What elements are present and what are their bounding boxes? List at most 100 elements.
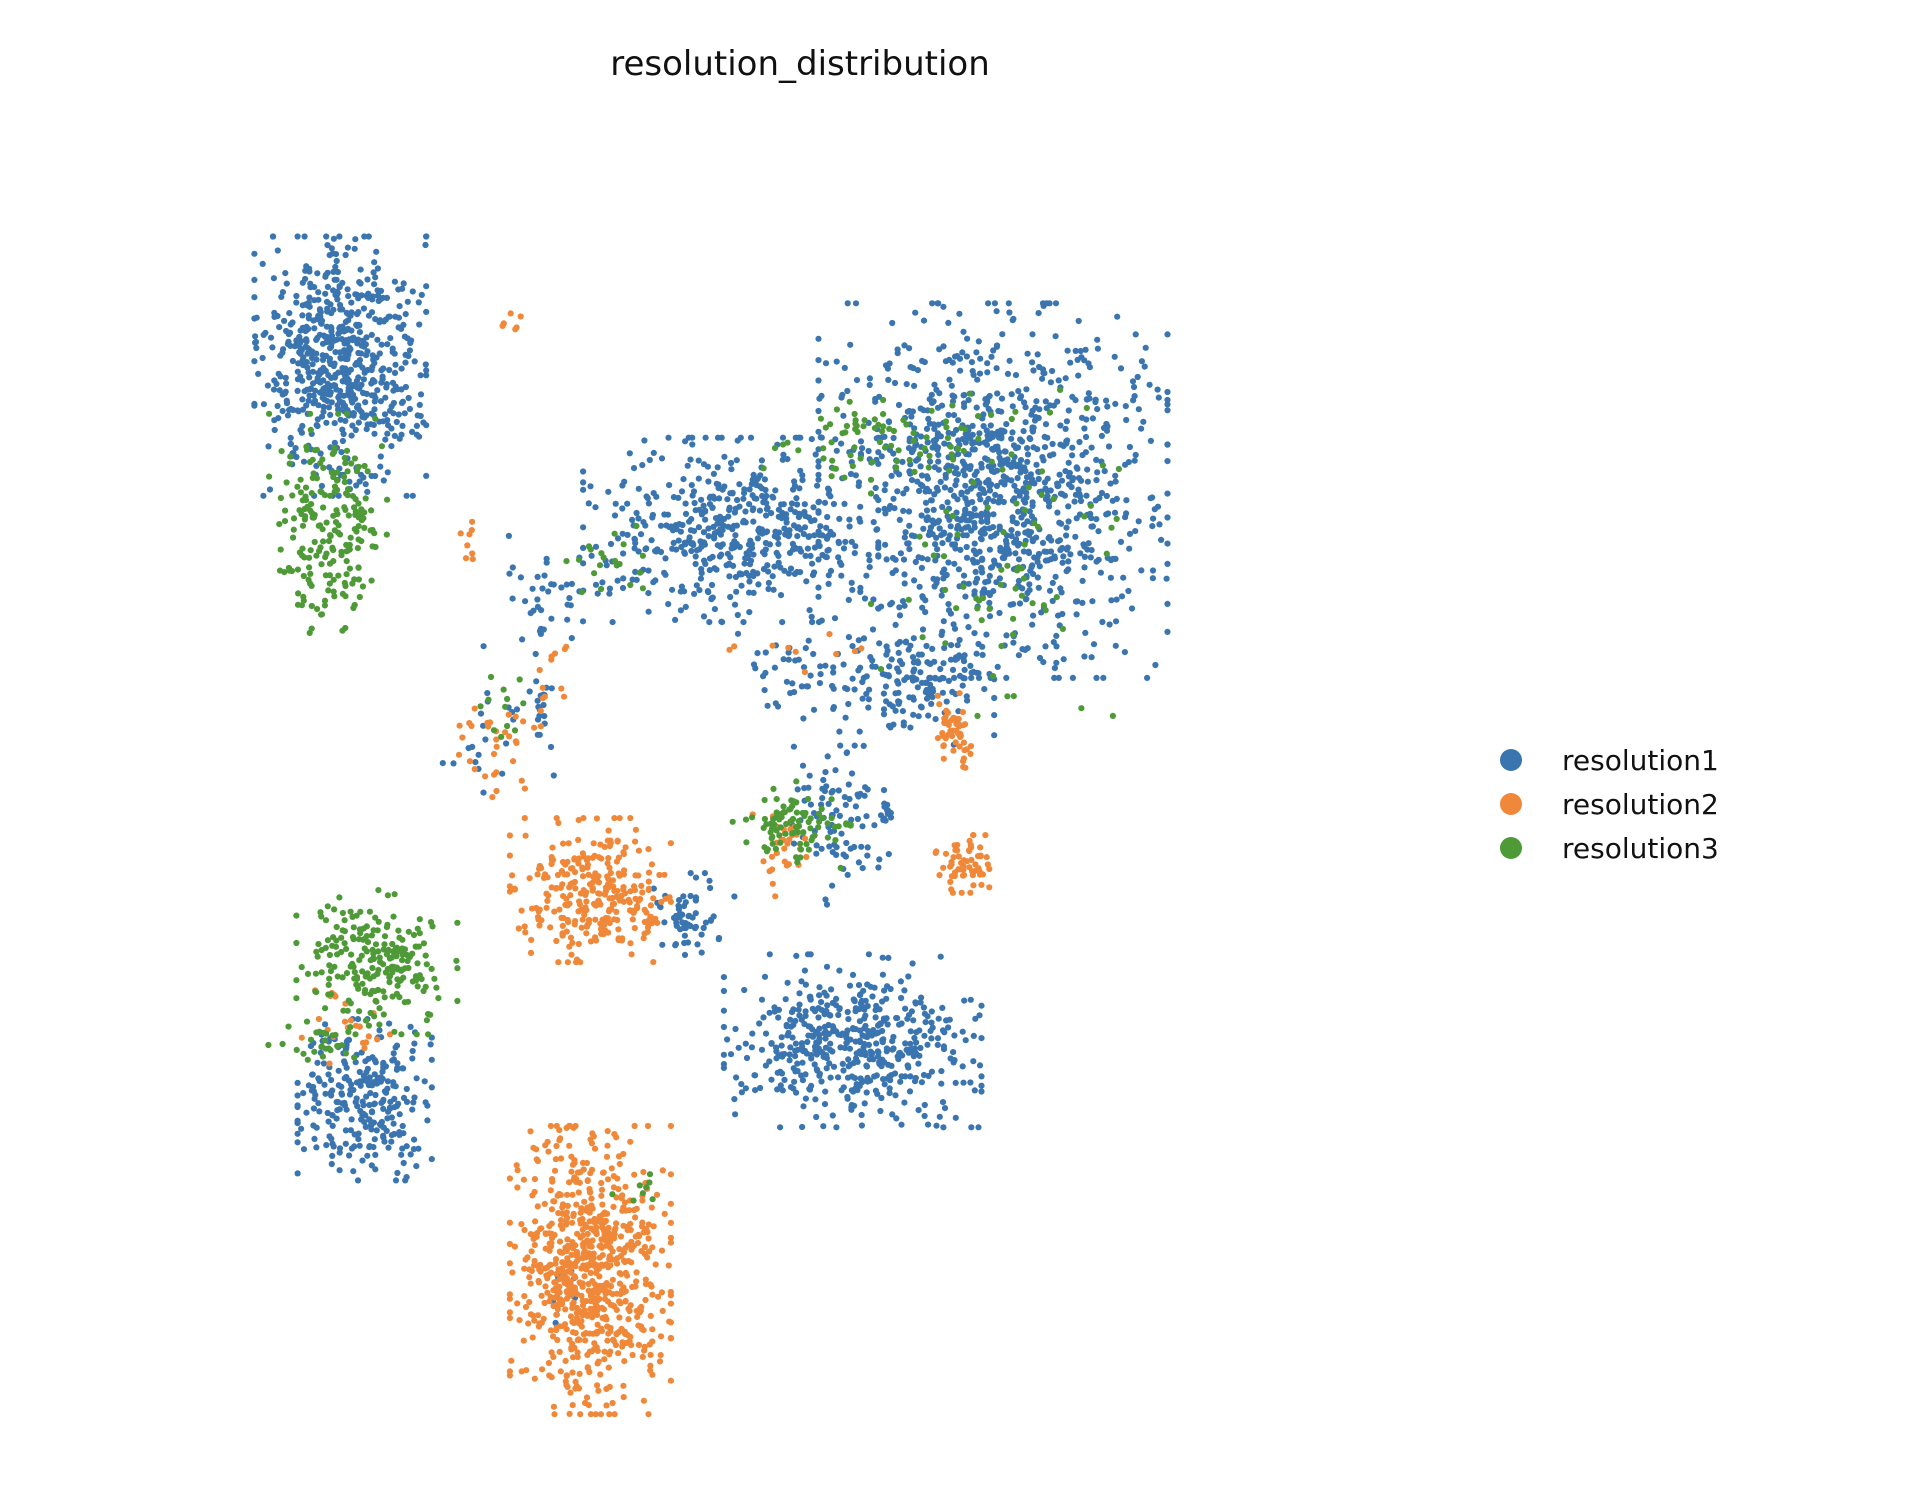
scatter-point-resolution1 [1152, 661, 1159, 669]
scatter-point-resolution1 [823, 1065, 830, 1072]
scatter-point-resolution2 [563, 1372, 570, 1380]
scatter-point-resolution2 [630, 883, 638, 890]
scatter-point-resolution1 [744, 554, 751, 562]
scatter-point-resolution1 [1022, 404, 1029, 411]
scatter-point-resolution1 [738, 582, 745, 589]
scatter-point-resolution1 [965, 580, 972, 587]
scatter-point-resolution1 [720, 987, 728, 995]
scatter-point-resolution1 [522, 598, 529, 605]
scatter-point-resolution1 [945, 319, 952, 326]
scatter-point-resolution1 [331, 420, 338, 427]
scatter-point-resolution3 [301, 505, 308, 513]
scatter-point-resolution1 [363, 1093, 370, 1100]
scatter-point-resolution1 [774, 1086, 781, 1093]
scatter-point-resolution1 [851, 550, 858, 557]
scatter-point-resolution1 [1047, 548, 1055, 555]
scatter-point-resolution1 [1131, 393, 1138, 400]
scatter-point-resolution1 [1020, 485, 1027, 492]
scatter-point-resolution1 [855, 982, 863, 989]
scatter-point-resolution1 [876, 1006, 883, 1013]
scatter-point-resolution1 [814, 482, 821, 489]
scatter-point-resolution1 [1051, 665, 1058, 672]
scatter-point-resolution1 [298, 429, 305, 436]
scatter-point-resolution2 [605, 1364, 612, 1371]
scatter-point-resolution2 [615, 1350, 622, 1357]
scatter-point-resolution2 [645, 1235, 652, 1242]
scatter-point-resolution2 [577, 959, 584, 966]
scatter-point-resolution3 [352, 496, 359, 503]
scatter-point-resolution1 [856, 728, 863, 735]
scatter-point-resolution1 [732, 1111, 739, 1118]
scatter-point-resolution1 [937, 953, 944, 960]
scatter-point-resolution2 [589, 1255, 596, 1262]
scatter-point-resolution2 [603, 1316, 610, 1323]
scatter-point-resolution1 [746, 561, 754, 568]
scatter-point-resolution1 [818, 434, 825, 441]
scatter-point-resolution2 [649, 1338, 656, 1345]
scatter-point-resolution2 [567, 1313, 575, 1320]
scatter-point-resolution1 [1053, 632, 1060, 640]
scatter-point-resolution1 [863, 813, 870, 820]
scatter-point-resolution2 [826, 631, 833, 638]
scatter-point-resolution2 [638, 1223, 646, 1230]
scatter-point-resolution1 [387, 1105, 394, 1112]
scatter-point-resolution1 [1057, 490, 1065, 497]
scatter-point-resolution1 [279, 289, 286, 296]
scatter-point-resolution1 [918, 472, 926, 479]
scatter-point-resolution1 [949, 666, 957, 674]
scatter-point-resolution2 [469, 518, 476, 525]
scatter-point-resolution1 [362, 1123, 369, 1130]
scatter-point-resolution1 [823, 963, 831, 970]
scatter-point-resolution1 [1020, 548, 1027, 555]
scatter-point-resolution2 [589, 1205, 596, 1212]
scatter-point-resolution1 [670, 539, 677, 547]
scatter-point-resolution1 [299, 422, 306, 430]
scatter-point-resolution1 [350, 1168, 357, 1175]
scatter-point-resolution2 [966, 837, 973, 845]
scatter-point-resolution1 [852, 543, 859, 550]
scatter-point-resolution2 [591, 1340, 598, 1347]
scatter-point-resolution1 [836, 1005, 843, 1012]
scatter-point-resolution1 [326, 391, 334, 398]
scatter-point-resolution1 [926, 458, 934, 465]
scatter-point-resolution3 [301, 516, 308, 523]
scatter-point-resolution3 [298, 510, 305, 518]
scatter-point-resolution2 [529, 1334, 536, 1341]
scatter-point-resolution3 [383, 531, 390, 538]
scatter-point-resolution2 [564, 858, 571, 866]
scatter-point-resolution1 [692, 874, 700, 881]
scatter-point-resolution1 [881, 487, 888, 494]
scatter-point-resolution2 [548, 1206, 556, 1213]
scatter-point-resolution2 [654, 919, 661, 927]
scatter-point-resolution1 [1075, 486, 1082, 493]
scatter-point-resolution1 [319, 340, 327, 347]
scatter-point-resolution1 [769, 573, 776, 580]
scatter-point-resolution1 [796, 990, 803, 997]
scatter-point-resolution2 [506, 1314, 513, 1322]
scatter-point-resolution1 [320, 332, 328, 339]
scatter-point-resolution1 [770, 494, 777, 501]
scatter-point-resolution1 [876, 640, 883, 647]
scatter-point-resolution1 [1042, 421, 1050, 428]
scatter-point-resolution3 [294, 566, 301, 573]
scatter-point-resolution2 [607, 1328, 614, 1335]
scatter-point-resolution1 [930, 506, 937, 513]
scatter-point-resolution1 [782, 996, 789, 1003]
scatter-point-resolution1 [940, 303, 947, 310]
scatter-point-resolution1 [929, 300, 936, 307]
scatter-point-resolution1 [898, 994, 905, 1002]
scatter-point-resolution1 [1004, 456, 1011, 463]
scatter-point-resolution2 [604, 1337, 611, 1344]
scatter-point-resolution1 [833, 447, 840, 454]
scatter-point-resolution1 [939, 628, 946, 635]
scatter-point-resolution1 [918, 512, 925, 519]
scatter-point-resolution1 [313, 1124, 320, 1131]
scatter-point-resolution1 [526, 688, 533, 695]
scatter-point-resolution1 [925, 1121, 932, 1128]
scatter-point-resolution2 [566, 1410, 573, 1417]
scatter-point-resolution1 [848, 816, 855, 823]
scatter-point-resolution1 [475, 751, 482, 758]
scatter-point-resolution1 [691, 499, 698, 507]
scatter-point-resolution1 [941, 484, 949, 491]
scatter-point-resolution1 [345, 1036, 353, 1044]
